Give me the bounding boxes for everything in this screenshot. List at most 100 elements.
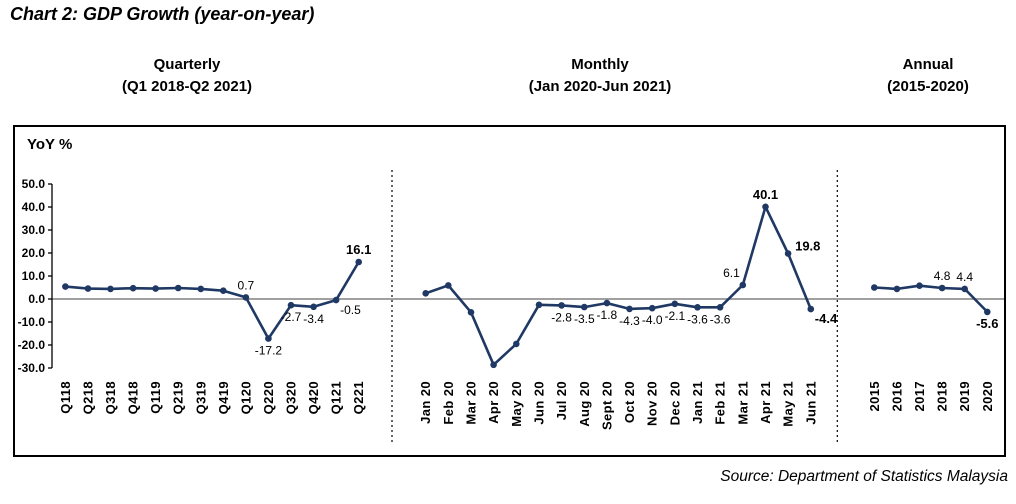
data-point-marker — [626, 305, 633, 313]
data-point-marker — [84, 285, 92, 292]
data-point-marker — [893, 285, 901, 293]
data-point-label: -3.5 — [574, 312, 595, 326]
data-point-marker — [784, 250, 792, 257]
x-axis-tick-label: 2015 — [867, 381, 882, 412]
x-axis-tick-label: Q218 — [81, 381, 96, 414]
data-point-marker — [242, 294, 250, 301]
source-attribution: Source: Department of Statistics Malaysi… — [720, 468, 1008, 485]
data-point-label: -3.4 — [303, 312, 324, 326]
trend-line-annual — [874, 284, 989, 313]
x-axis-tick-label: Q319 — [193, 381, 208, 414]
panel-subtitle-monthly: (Jan 2020-Jun 2021) — [528, 78, 672, 95]
x-axis-tick-label: Q220 — [261, 381, 276, 414]
data-point-label: -5.6 — [976, 316, 998, 331]
data-point-label: 19.8 — [795, 239, 820, 254]
y-axis-tick-label: 30.0 — [22, 223, 46, 237]
data-point-label: 6.1 — [723, 266, 740, 280]
panel-title-monthly: Monthly — [571, 56, 629, 73]
x-axis-tick-label: May 21 — [781, 381, 796, 427]
data-point-label: -2.7 — [281, 310, 302, 324]
panel-title-annual: Annual — [902, 56, 954, 73]
x-axis-tick-label: Q420 — [306, 381, 321, 414]
data-point-marker — [513, 340, 520, 348]
x-axis-tick-label: Q418 — [126, 381, 141, 414]
x-axis-tick-label: Nov 20 — [645, 381, 660, 426]
data-point-label: -17.2 — [255, 344, 283, 358]
data-point-marker — [355, 258, 363, 266]
x-axis-tick-label: Jun 21 — [803, 381, 818, 425]
x-axis-tick-label: Q320 — [284, 381, 299, 414]
data-point-label: -2.8 — [551, 310, 572, 324]
panel-header-quarterly: Quarterly (Q1 2018-Q2 2021) — [37, 54, 337, 98]
data-point-marker — [961, 285, 968, 293]
data-point-marker — [535, 301, 543, 309]
data-point-marker — [807, 305, 815, 313]
data-point-marker — [62, 283, 69, 290]
data-point-marker — [762, 203, 769, 211]
y-axis-tick-label: -10.0 — [18, 315, 46, 329]
x-axis-tick-label: Q119 — [148, 381, 163, 414]
data-point-marker — [445, 282, 452, 289]
x-axis-tick-label: 2018 — [935, 381, 950, 412]
data-point-label: 4.8 — [934, 269, 951, 283]
data-point-marker — [197, 285, 205, 293]
data-point-marker — [310, 303, 317, 311]
x-axis-tick-label: Q118 — [58, 381, 73, 414]
data-point-marker — [422, 290, 430, 297]
data-point-marker — [871, 284, 878, 291]
data-point-marker — [716, 304, 724, 311]
x-axis-tick-label: Q121 — [329, 381, 344, 414]
x-axis-tick-label: 2016 — [889, 381, 904, 412]
x-axis-tick-label: 2020 — [980, 381, 995, 412]
data-point-label: -4.0 — [642, 313, 663, 327]
x-axis-tick-label: Q419 — [216, 381, 231, 414]
data-point-label: 40.1 — [753, 187, 778, 202]
chart-title: Chart 2: GDP Growth (year-on-year) — [10, 4, 315, 24]
panel-header-annual: Annual (2015-2020) — [778, 54, 1016, 98]
data-point-marker — [220, 287, 227, 295]
y-axis-tick-label: -30.0 — [18, 361, 46, 375]
x-axis-tick-label: Feb 21 — [713, 381, 728, 425]
data-point-marker — [603, 299, 611, 307]
x-axis-tick-label: Feb 20 — [441, 381, 456, 425]
x-axis-tick-label: Q219 — [171, 381, 186, 414]
x-axis-tick-label: Q318 — [103, 381, 118, 414]
trend-line-quarterly — [65, 261, 360, 340]
y-axis-tick-label: 40.0 — [22, 200, 46, 214]
x-axis-tick-label: May 20 — [509, 381, 524, 427]
x-axis-tick-label: Apr 20 — [486, 381, 501, 424]
data-point-marker — [916, 282, 923, 290]
x-axis-tick-label: Dec 20 — [667, 381, 682, 425]
x-axis-tick-label: Oct 20 — [622, 381, 637, 423]
data-point-marker — [984, 308, 991, 316]
data-point-marker — [490, 361, 497, 369]
data-point-label: -3.6 — [710, 312, 731, 326]
data-point-label: -0.5 — [340, 303, 361, 317]
x-axis-tick-label: Q120 — [238, 381, 253, 414]
panel-subtitle-annual: (2015-2020) — [887, 78, 969, 95]
data-point-marker — [558, 302, 565, 309]
x-axis-tick-label: Jul 20 — [554, 381, 569, 420]
x-axis-tick-label: Mar 21 — [735, 381, 750, 425]
x-axis-tick-label: Jun 20 — [532, 381, 547, 425]
data-point-marker — [938, 284, 946, 292]
data-point-label: -1.8 — [597, 308, 618, 322]
panel-title-quarterly: Quarterly — [153, 56, 221, 73]
x-axis-tick-label: Jan 20 — [418, 381, 433, 424]
data-point-label: 4.4 — [956, 270, 973, 284]
y-axis-tick-label: 50.0 — [22, 177, 46, 191]
x-axis-tick-label: Q221 — [351, 381, 366, 414]
data-point-marker — [265, 335, 272, 342]
data-point-marker — [671, 300, 679, 308]
data-point-marker — [467, 309, 475, 316]
data-point-marker — [648, 304, 656, 312]
panel-subtitle-quarterly: (Q1 2018-Q2 2021) — [121, 78, 253, 95]
plot-border-box — [13, 125, 1006, 457]
x-axis-tick-label: Jan 21 — [690, 381, 705, 424]
y-axis-title: YoY % — [27, 136, 73, 153]
data-point-marker — [287, 301, 295, 309]
panel-header-monthly: Monthly (Jan 2020-Jun 2021) — [450, 54, 750, 98]
x-axis-tick-label: 2017 — [912, 381, 927, 412]
